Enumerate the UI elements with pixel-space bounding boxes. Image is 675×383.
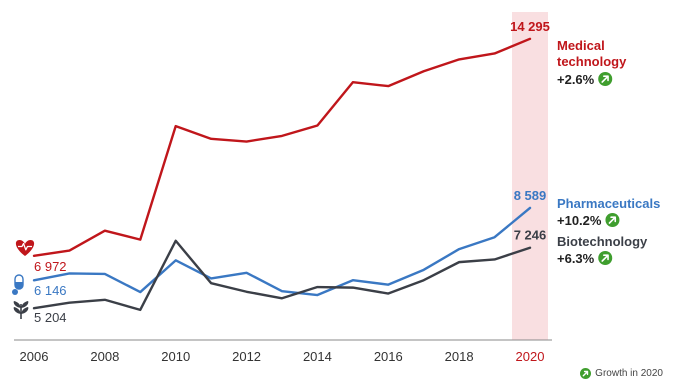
highlight-band [512, 12, 548, 340]
legend: Growth in 2020 [580, 368, 663, 379]
series-name-label: Pharmaceuticals [557, 196, 660, 211]
x-tick-label: 2010 [161, 349, 190, 364]
growth-arrow-icon [605, 213, 620, 227]
x-tick-label: 2008 [90, 349, 119, 364]
pill-icon [12, 274, 24, 295]
growth-label: +10.2% [557, 213, 602, 228]
growth-label: +2.6% [557, 72, 595, 87]
x-tick-label: 2020 [516, 349, 545, 364]
x-tick-label: 2012 [232, 349, 261, 364]
start-value-label: 6 972 [34, 259, 67, 274]
end-value-label: 8 589 [514, 188, 547, 203]
series-line-pharma [32, 206, 532, 297]
heart-pulse-icon [15, 240, 35, 256]
series-line-biotech [32, 239, 532, 312]
series-line-medtech [32, 37, 532, 258]
growth-label: +6.3% [557, 251, 595, 266]
series-name-label: Biotechnology [557, 234, 648, 249]
x-tick-label: 2016 [374, 349, 403, 364]
series-name-label: technology [557, 54, 627, 69]
x-tick-label: 2014 [303, 349, 332, 364]
legend-label: Growth in 2020 [595, 368, 663, 379]
series-name-label: Medical [557, 38, 605, 53]
end-value-label: 7 246 [514, 228, 547, 243]
plant-icon [13, 301, 29, 319]
growth-arrow-icon [580, 368, 592, 379]
growth-arrow-icon [598, 72, 613, 86]
start-value-label: 6 146 [34, 283, 67, 298]
end-value-label: 14 295 [510, 19, 550, 34]
x-tick-label: 2018 [445, 349, 474, 364]
start-value-label: 5 204 [34, 310, 67, 325]
growth-arrow-icon [598, 251, 613, 265]
x-tick-label: 2006 [20, 349, 49, 364]
